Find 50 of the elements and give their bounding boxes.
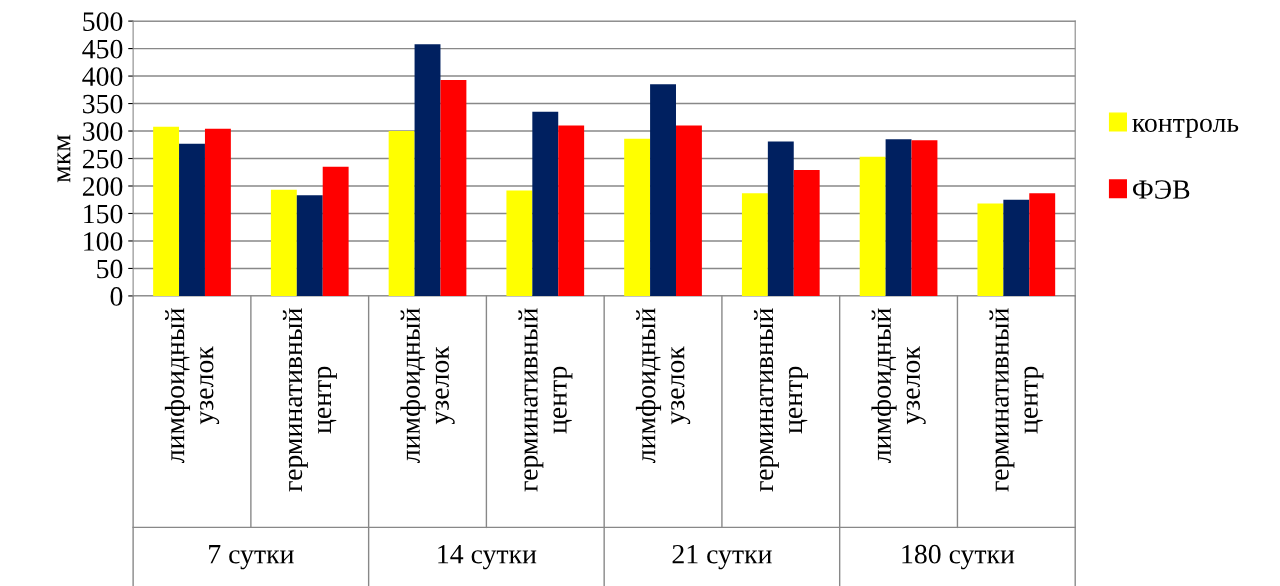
x-tick-label: герминативный центр [989, 308, 1044, 492]
y-tick-label: 50 [97, 259, 123, 279]
bar [296, 195, 323, 296]
bar [322, 166, 349, 296]
bar [414, 44, 441, 296]
y-tick-label: 450 [82, 39, 123, 59]
x-tick-label: лимфоидный узелок [871, 308, 926, 463]
bar [506, 190, 533, 296]
bar [1029, 193, 1056, 296]
x-tick-label: лимфоидный узелок [400, 308, 455, 463]
bar [675, 125, 702, 296]
bar [767, 141, 794, 296]
y-tick-label: 150 [84, 204, 123, 224]
bar [179, 143, 205, 296]
y-axis-title: мкм [57, 134, 71, 183]
text: 7 сутки [209, 545, 294, 570]
text: 21 сутки [672, 544, 772, 570]
x-tick-label: лимфоидный узелок [164, 308, 220, 463]
bar [532, 111, 559, 296]
bar [270, 189, 297, 296]
bar [558, 125, 585, 296]
bar [650, 84, 676, 296]
x-tick-label: лимфоидный узелок [635, 308, 691, 463]
bar [793, 170, 820, 296]
text: 14 сутки [438, 544, 537, 570]
bar [624, 138, 651, 296]
x-tick-label: герминативный центр [282, 308, 337, 492]
bar [1003, 199, 1030, 296]
x-tick-label: герминативный центр [518, 308, 573, 492]
text: 180 сутки [902, 544, 1015, 570]
y-tick-label: 250 [82, 149, 123, 169]
bar [440, 79, 467, 296]
bar [859, 156, 886, 296]
y-tick-label: 100 [84, 232, 123, 251]
bar [977, 203, 1004, 296]
y-tick-label: 500 [83, 12, 123, 32]
y-tick-label: 400 [82, 67, 123, 86]
bar [153, 126, 180, 296]
x-tick-label: герминативный центр [753, 308, 808, 492]
bar [911, 140, 938, 296]
y-tick-label: 300 [83, 122, 123, 141]
legend-label: контроль [1132, 118, 1239, 138]
legend-label: ФЭВ [1132, 180, 1190, 199]
y-tick-label: 0 [110, 287, 123, 306]
bar [741, 193, 768, 296]
y-tick-label: 200 [82, 177, 123, 196]
y-tick-label: 350 [83, 94, 123, 114]
bar [204, 128, 231, 296]
bar [885, 139, 912, 296]
bar [388, 131, 415, 296]
